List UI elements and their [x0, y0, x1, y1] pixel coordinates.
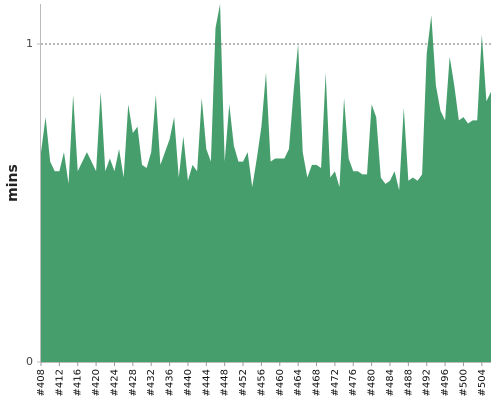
x-tick-label: #468 — [312, 369, 323, 396]
x-tick-label: #412 — [54, 369, 65, 396]
y-tick-label: 1 — [26, 37, 33, 50]
x-tick-label: #420 — [91, 369, 102, 396]
x-axis: #408 #412 #416 #420 #424 #428 #432 #436 #440 #444… — [36, 362, 491, 396]
x-tick-label: #496 — [440, 369, 451, 396]
plot-area — [41, 4, 491, 362]
x-tick-label: #476 — [348, 369, 359, 396]
x-tick-label: #472 — [330, 369, 341, 396]
x-tick-label: #492 — [422, 369, 433, 396]
x-tick-label: #408 — [36, 369, 47, 396]
x-tick-label: #428 — [128, 369, 139, 396]
x-tick-label: #424 — [109, 369, 120, 396]
x-tick-label: #456 — [256, 369, 267, 396]
x-tick-label: #432 — [146, 369, 157, 396]
x-tick-label: #448 — [220, 369, 231, 396]
x-tick-label: #480 — [367, 369, 378, 396]
x-tick-label: #416 — [73, 369, 84, 396]
x-tick-label: #500 — [458, 369, 469, 396]
y-axis: 01 — [26, 4, 41, 368]
x-tick-label: #436 — [165, 369, 176, 396]
x-tick-label: #504 — [477, 369, 488, 396]
x-tick-label: #488 — [403, 369, 414, 396]
x-tick-label: #460 — [275, 369, 286, 396]
y-tick-label: 0 — [26, 355, 33, 368]
x-tick-label: #444 — [201, 369, 212, 396]
x-tick-label: #440 — [183, 369, 194, 396]
x-tick-label: #452 — [238, 369, 249, 396]
y-axis-title: mins — [5, 164, 21, 202]
x-tick-label: #484 — [385, 369, 396, 396]
series-area — [41, 4, 491, 362]
y-tick-group: 01 — [26, 37, 41, 368]
x-tick-group: #408 #412 #416 #420 #424 #428 #432 #436 #440 #444… — [36, 362, 488, 396]
x-tick-label: #464 — [293, 369, 304, 396]
